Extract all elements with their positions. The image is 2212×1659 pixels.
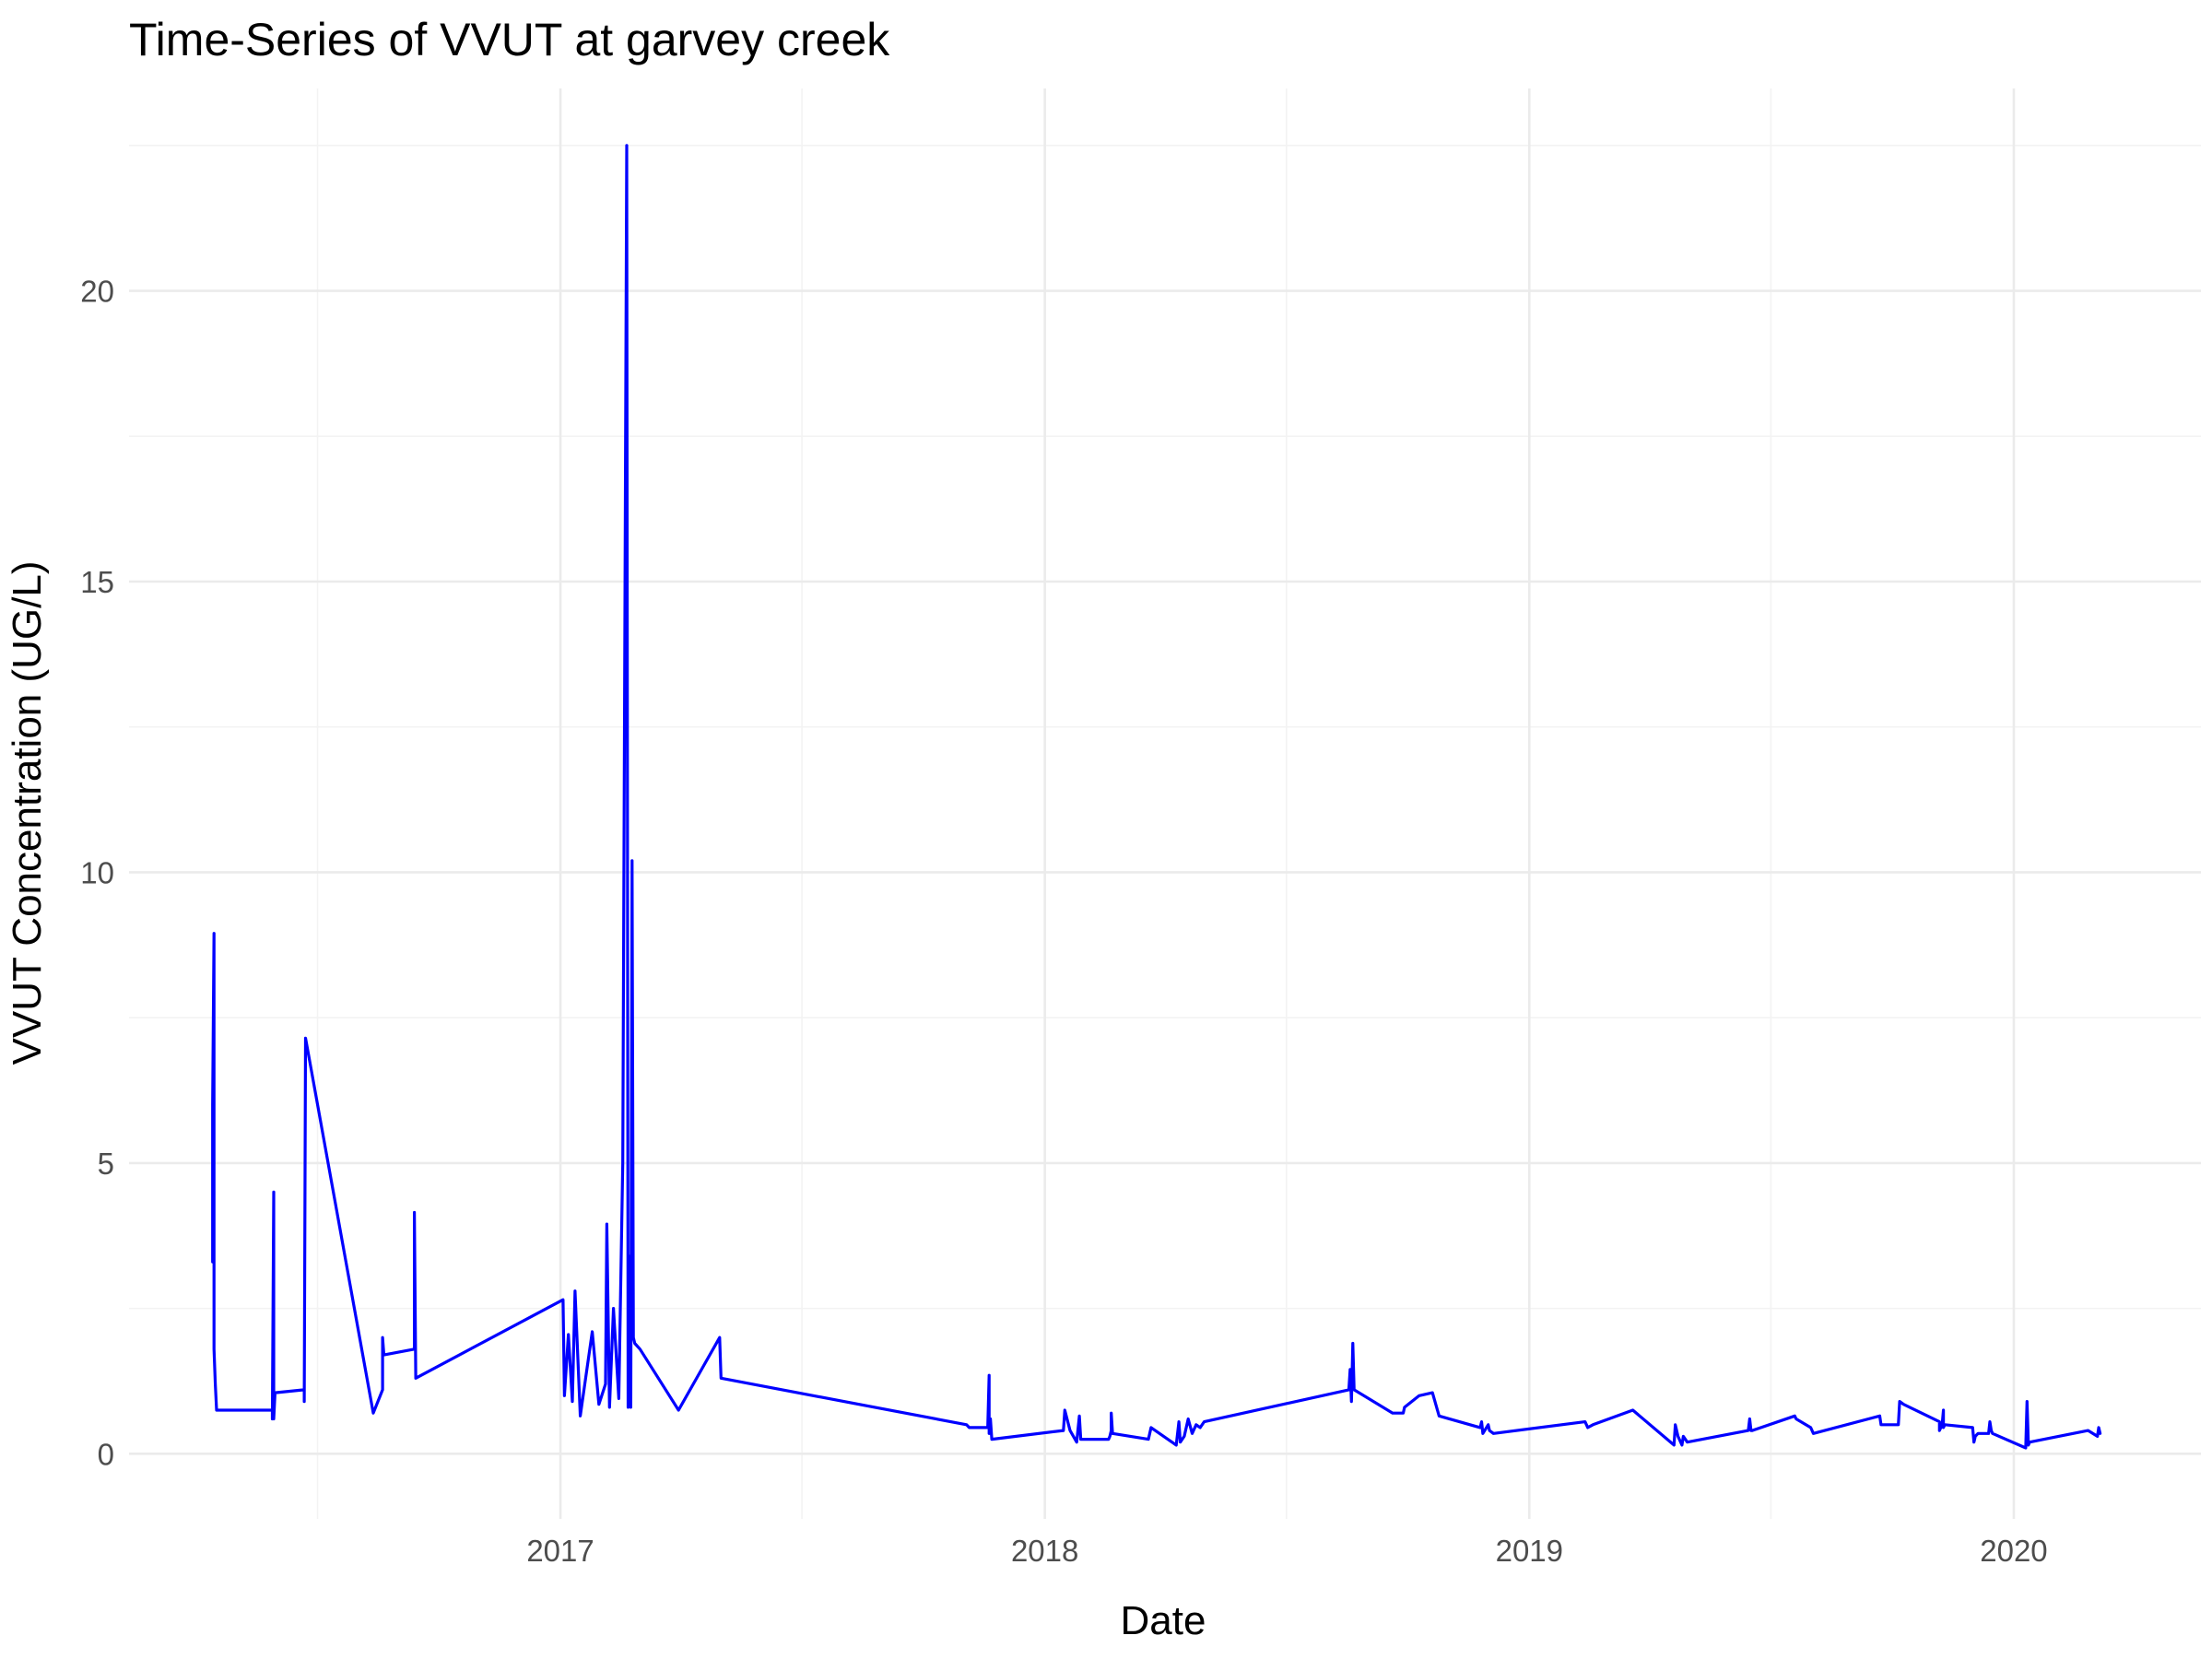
y-tick-label: 0 [98, 1437, 114, 1471]
x-axis-label: Date [1121, 1598, 1206, 1643]
x-tick-label: 2018 [1011, 1534, 1078, 1568]
y-tick-label: 15 [80, 565, 114, 599]
y-tick-label: 20 [80, 275, 114, 309]
chart-title: Time-Series of VVUT at garvey creek [129, 14, 890, 65]
x-tick-label: 2020 [1980, 1534, 2047, 1568]
y-axis-ticks: 0 5 10 15 20 [80, 275, 114, 1472]
x-tick-label: 2017 [526, 1534, 594, 1568]
x-axis-ticks: 2017 2018 2019 2020 [526, 1534, 2047, 1568]
y-tick-label: 5 [98, 1147, 114, 1181]
series-line [211, 144, 2102, 1450]
y-axis-label: VVUT Concentration (UG/L) [5, 561, 50, 1065]
x-tick-label: 2019 [1496, 1534, 1563, 1568]
grid [129, 88, 2201, 1519]
series-layer [211, 144, 2102, 1450]
y-tick-label: 10 [80, 855, 114, 889]
